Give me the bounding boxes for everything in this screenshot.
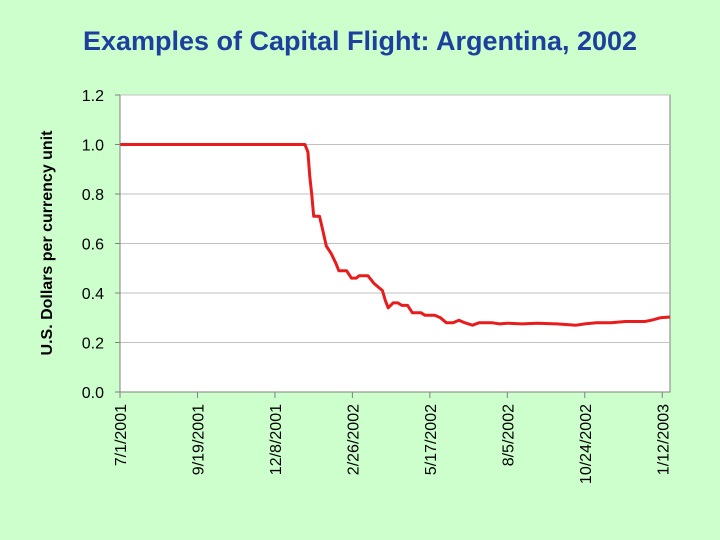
x-tick-label: 1/12/2003 (655, 404, 672, 475)
x-tick-label: 2/26/2002 (345, 404, 362, 475)
x-tick-label: 10/24/2002 (578, 404, 595, 484)
x-tick-label: 12/8/2001 (268, 404, 285, 475)
y-tick-label: 1.2 (82, 88, 104, 105)
axis-ticks: 0.0 0.2 0.4 0.6 0.8 1.0 1.2 7/1/2001 9/19/2001 12… (82, 88, 673, 484)
y-tick-label: 0.8 (82, 187, 104, 204)
y-tick-label: 0.2 (82, 336, 104, 353)
x-tick-label: 7/1/2001 (113, 404, 130, 466)
x-tick-label: 8/5/2002 (500, 404, 517, 466)
series-line (120, 143, 671, 327)
gridlines (120, 94, 670, 343)
y-tick-label: 0.6 (82, 237, 104, 254)
x-tick-label: 5/17/2002 (423, 404, 440, 475)
x-tick-label: 9/19/2001 (190, 404, 207, 475)
y-axis-title: U.S. Dollars per currency unit (39, 130, 56, 356)
slide-title: Examples of Capital Flight: Argentina, 2… (82, 26, 638, 56)
y-tick-label: 0.4 (82, 286, 104, 303)
y-tick-label: 0.0 (82, 385, 104, 402)
y-tick-label: 1.0 (82, 138, 104, 155)
